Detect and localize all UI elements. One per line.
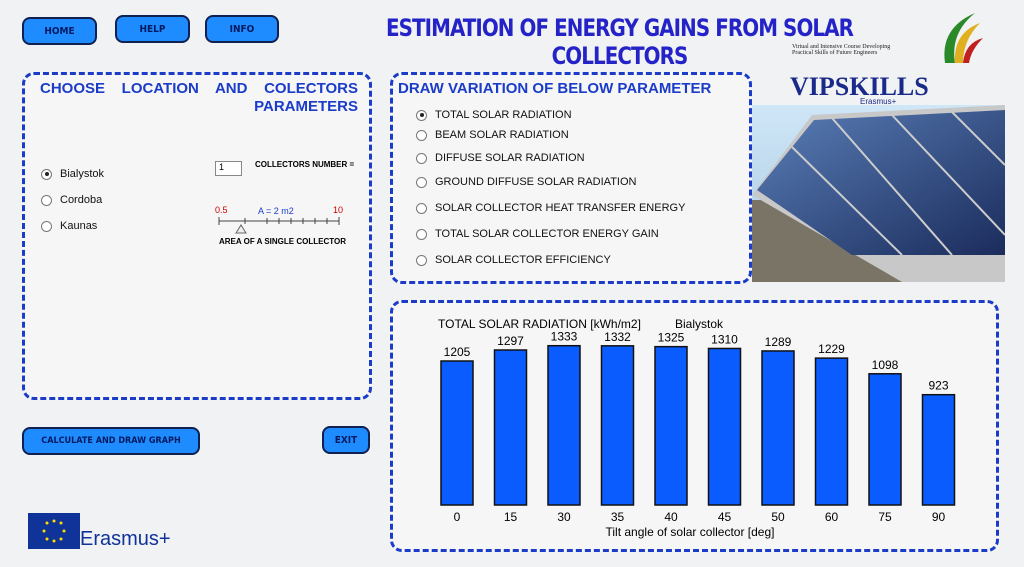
app-title: ESTIMATION OF ENERGY GAINS FROM SOLAR CO… <box>386 14 854 70</box>
location-option[interactable]: Bialystok <box>41 168 104 180</box>
logo-emblem <box>944 13 983 63</box>
data-label: 1297 <box>497 334 524 348</box>
radio-button[interactable] <box>41 220 52 232</box>
data-label: 1098 <box>872 358 899 372</box>
radio-button[interactable] <box>416 228 427 240</box>
data-label: 1325 <box>658 331 685 345</box>
bar <box>654 345 688 506</box>
radio-label: BEAM SOLAR RADIATION <box>435 129 569 141</box>
bar <box>547 344 581 506</box>
x-tick-label: 30 <box>557 510 571 524</box>
radio-label: Bialystok <box>60 168 105 180</box>
x-tick-label: 50 <box>771 510 785 524</box>
radio-label: Cordoba <box>60 194 103 206</box>
location-option[interactable]: Cordoba <box>41 194 102 206</box>
slider-max: 10 <box>333 205 344 215</box>
radio-button[interactable] <box>41 194 52 206</box>
chart-title: TOTAL SOLAR RADIATION [kWh/m2] <box>438 317 641 331</box>
location-heading: CHOOSE LOCATION AND COLECTORS PARAMETERS <box>40 80 358 115</box>
calculate-button[interactable]: CALCULATE AND DRAW GRAPH <box>22 427 200 455</box>
logo-name: VIPSKILLS <box>790 72 929 101</box>
x-tick-label: 15 <box>504 510 518 524</box>
radio-button[interactable] <box>416 129 427 141</box>
data-label: 1289 <box>765 335 792 349</box>
parameter-heading: DRAW VARIATION OF BELOW PARAMETER <box>398 80 712 97</box>
slider-min: 0.5 <box>215 205 228 215</box>
parameter-option[interactable]: SOLAR COLLECTOR EFFICIENCY <box>416 254 611 266</box>
logo-sub: Erasmus+ <box>860 97 897 106</box>
radio-button[interactable] <box>416 109 427 121</box>
chart-subtitle: Bialystok <box>675 317 724 331</box>
radio-button[interactable] <box>416 152 427 164</box>
x-tick-label: 0 <box>454 510 461 524</box>
parameter-option[interactable]: TOTAL SOLAR RADIATION <box>416 109 572 121</box>
logo-caption: Virtual and Intensive Course Developing … <box>792 44 891 56</box>
x-tick-label: 45 <box>718 510 732 524</box>
data-label: 1205 <box>444 345 471 359</box>
collectors-spinner[interactable]: 1 <box>215 161 242 176</box>
slider-value: A = 2 m2 <box>258 206 294 216</box>
parameter-option[interactable]: DIFFUSE SOLAR RADIATION <box>416 152 585 164</box>
info-button[interactable]: INFO <box>205 15 279 43</box>
area-slider[interactable] <box>215 215 345 235</box>
parameter-option[interactable]: TOTAL SOLAR COLLECTOR ENERGY GAIN <box>416 228 659 240</box>
radio-label: SOLAR COLLECTOR HEAT TRANSFER ENERGY <box>435 202 686 214</box>
radio-label: Kaunas <box>60 220 98 232</box>
parameter-option[interactable]: SOLAR COLLECTOR HEAT TRANSFER ENERGY <box>416 202 685 214</box>
bar <box>493 349 528 506</box>
radio-label: TOTAL SOLAR RADIATION <box>435 109 572 121</box>
data-label: 923 <box>928 379 948 393</box>
x-tick-label: 35 <box>611 510 625 524</box>
data-label: 1310 <box>711 332 738 346</box>
radio-button[interactable] <box>41 168 52 180</box>
radio-button[interactable] <box>416 254 427 266</box>
slider-label: AREA OF A SINGLE COLLECTOR <box>219 237 346 246</box>
x-axis-label: Tilt angle of solar collector [deg] <box>606 525 775 539</box>
bar <box>440 360 474 506</box>
bar <box>707 347 742 506</box>
x-tick-label: 60 <box>825 510 839 524</box>
solar-photo <box>752 105 1005 282</box>
data-label: 1229 <box>818 342 845 356</box>
help-button[interactable]: HELP <box>115 15 190 43</box>
exit-button[interactable]: EXIT <box>322 426 370 454</box>
location-option[interactable]: Kaunas <box>41 220 97 232</box>
data-label: 1333 <box>551 330 578 344</box>
erasmus-text: Erasmus+ <box>80 528 171 550</box>
bar <box>814 357 849 506</box>
bar <box>761 350 795 506</box>
parameter-option[interactable]: BEAM SOLAR RADIATION <box>416 129 569 141</box>
collectors-label: COLLECTORS NUMBER = <box>255 160 355 169</box>
data-label: 1332 <box>604 330 631 344</box>
radio-label: TOTAL SOLAR COLLECTOR ENERGY GAIN <box>435 228 659 240</box>
radio-label: SOLAR COLLECTOR EFFICIENCY <box>435 254 611 266</box>
radio-button[interactable] <box>416 176 427 188</box>
bar <box>868 373 902 506</box>
eu-flag <box>28 513 80 549</box>
bar <box>600 345 635 506</box>
radio-button[interactable] <box>416 202 427 214</box>
x-tick-label: 40 <box>664 510 678 524</box>
x-tick-label: 75 <box>878 510 892 524</box>
home-button[interactable]: HOME <box>22 17 97 45</box>
parameter-option[interactable]: GROUND DIFFUSE SOLAR RADIATION <box>416 176 636 188</box>
x-tick-label: 90 <box>932 510 946 524</box>
location-panel <box>22 72 372 400</box>
chart: TOTAL SOLAR RADIATION [kWh/m2] Bialystok… <box>438 317 956 539</box>
bar <box>921 393 956 506</box>
radio-label: DIFFUSE SOLAR RADIATION <box>435 152 585 164</box>
radio-label: GROUND DIFFUSE SOLAR RADIATION <box>435 176 637 188</box>
parameter-panel <box>390 72 752 284</box>
